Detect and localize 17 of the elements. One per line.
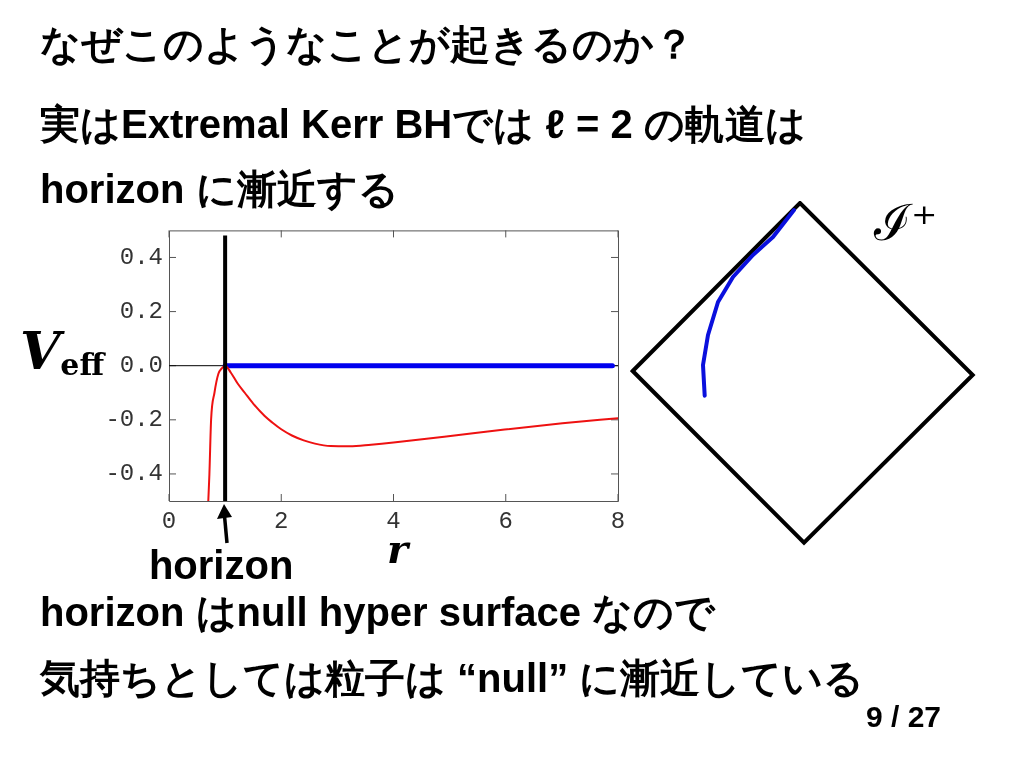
x-tick-label: 8 (610, 507, 626, 535)
chart-subtitle: 実はExtremal Kerr BHでは ℓ = 2 の軌道は horizon に漸近する (40, 101, 806, 213)
x-tick-label: 2 (274, 507, 289, 535)
y-tick-label: 0.0 (119, 352, 163, 380)
y-tick-label: -0.2 (105, 406, 163, 434)
text: 気持ちとしては粒子は “null” に漸近している (40, 656, 865, 700)
text: horizon はnull hyper surface なので (40, 590, 716, 634)
y-tick-label: -0.4 (105, 460, 163, 488)
y-tick-label: 0.2 (119, 297, 163, 325)
ref-line-label: horizon (148, 543, 294, 587)
chart-title: なぜこのようなことが起きるのか？ (40, 22, 694, 66)
y-axis-title: V$_{eff}$ (20, 320, 105, 382)
text: ℐ⁺ (874, 194, 938, 252)
x-tick-label: 0 (161, 507, 177, 535)
y-tick-label: 0.4 (119, 243, 163, 271)
text: 9 / 27 (866, 700, 942, 733)
x-tick-label: 6 (498, 507, 513, 535)
